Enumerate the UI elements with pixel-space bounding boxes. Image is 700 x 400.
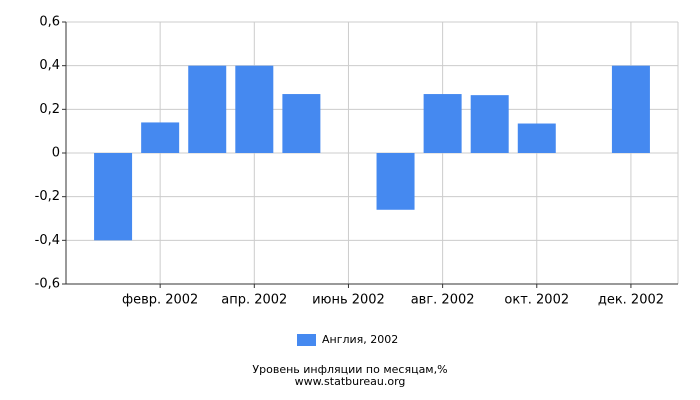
bar: [611, 65, 650, 153]
y-tick-label: -0,4: [35, 233, 60, 248]
bar: [188, 65, 227, 153]
y-tick-label: 0: [52, 146, 60, 161]
legend-swatch: [297, 334, 316, 346]
x-tick-label: дек. 2002: [598, 293, 664, 308]
y-tick-label: 0,2: [39, 102, 60, 117]
bar: [376, 153, 415, 210]
bar: [282, 94, 321, 153]
x-tick-label: окт. 2002: [504, 293, 569, 308]
chart-subtitle: www.statbureau.org: [295, 375, 406, 388]
bar: [517, 123, 556, 153]
y-tick-label: 0,6: [39, 15, 60, 30]
chart-title: Уровень инфляции по месяцам,%: [252, 363, 447, 376]
x-tick-label: апр. 2002: [221, 293, 287, 308]
bar: [423, 94, 462, 153]
x-tick-label: июнь 2002: [312, 293, 385, 308]
y-tick-label: 0,4: [39, 58, 60, 73]
legend-label: Англия, 2002: [322, 333, 398, 346]
x-tick-label: авг. 2002: [411, 293, 475, 308]
y-tick-label: -0,6: [35, 277, 60, 292]
x-tick-label: февр. 2002: [122, 293, 198, 308]
bar: [235, 65, 274, 153]
bar: [470, 95, 509, 153]
y-tick-label: -0,2: [35, 189, 60, 204]
bar: [141, 122, 180, 153]
bar: [94, 153, 133, 241]
